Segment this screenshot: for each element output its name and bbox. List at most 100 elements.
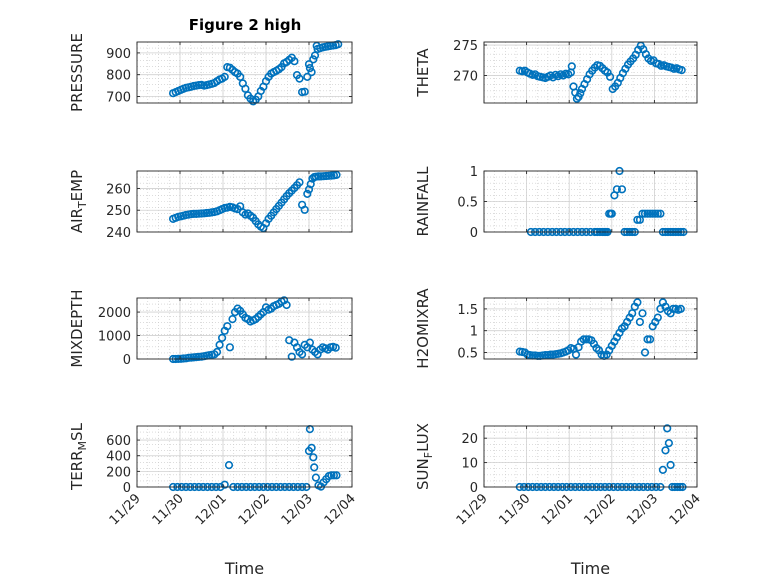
data-point: [582, 335, 591, 344]
y-tick-label: 0.5: [457, 346, 478, 361]
y-tick-label: 260: [106, 182, 131, 197]
subplot-pressure: 700 800 900 PRESSURE: [68, 33, 353, 112]
subplot-air-temp: 240 250 260 AIRTEMP: [68, 170, 353, 241]
x-tick-label: 12/02: [582, 491, 619, 528]
data-point: [331, 343, 340, 352]
data-point: [212, 347, 222, 357]
data-point: [309, 55, 318, 64]
data-point: [658, 465, 668, 475]
data-point: [643, 209, 652, 218]
data-point: [303, 72, 312, 81]
data-point: [668, 304, 678, 314]
subplot-sun-flux: 0 10 20 11/29 11/30 12/01 12/02 12/03 12/04 SUNFL…: [414, 423, 704, 578]
data-point: [571, 350, 581, 359]
subplot-mixdepth: 0 1000 2000 MIXDEPTH: [68, 289, 353, 368]
data-point: [541, 351, 550, 360]
axes-frame: [136, 425, 353, 488]
y-axis-label: TERRMSL: [68, 422, 89, 491]
data-point: [300, 205, 309, 214]
data-point: [643, 335, 652, 344]
data-point: [310, 51, 320, 60]
data-point: [612, 185, 622, 194]
y-tick-label: 900: [106, 47, 131, 62]
data-point: [661, 446, 670, 455]
data-point: [225, 343, 234, 352]
y-axis-label: H2OMIXRA: [414, 288, 432, 369]
data-point: [220, 480, 229, 489]
y-tick-label: 10: [461, 457, 478, 472]
figure-title: Figure 2 high: [189, 16, 302, 34]
y-tick-label: 400: [106, 450, 131, 465]
data-point: [220, 72, 229, 81]
x-tick-label: 12/03: [624, 491, 661, 528]
subplot-h2omixra: 0.5 1 1.5 H2OMIXRA: [414, 288, 698, 369]
data-point: [633, 215, 642, 224]
x-tick-label: 12/01: [193, 491, 230, 528]
data-point: [310, 463, 319, 472]
data-point: [640, 348, 650, 357]
data-point: [648, 209, 657, 218]
x-axis-label: Time: [570, 559, 610, 578]
subplot-rainfall: 0 0.5 1 RAINFALL: [414, 165, 698, 241]
x-tick-label: 11/30: [150, 491, 187, 528]
y-tick-label: 800: [106, 69, 131, 84]
x-tick-label: 11/29: [107, 491, 144, 528]
y-tick-label: 1: [470, 325, 478, 340]
y-axis-label: RAINFALL: [414, 166, 432, 237]
data-point: [664, 439, 674, 448]
y-tick-label: 1.5: [457, 303, 478, 318]
y-tick-label: 240: [106, 226, 131, 241]
axes-frame: [483, 425, 698, 488]
data-point: [303, 189, 312, 198]
data-point: [300, 87, 309, 96]
data-point: [635, 317, 645, 327]
y-tick-label: 200: [106, 465, 131, 480]
data-point: [663, 424, 672, 433]
data-point: [298, 350, 307, 359]
data-point: [224, 461, 234, 470]
x-tick-label: 11/29: [454, 491, 491, 528]
data-point: [651, 209, 660, 218]
y-axis-label: AIRTEMP: [68, 170, 89, 233]
data-point: [677, 65, 686, 75]
data-point: [282, 300, 291, 310]
y-tick-label: 275: [453, 39, 478, 54]
y-tick-label: 250: [106, 204, 131, 219]
data-point: [295, 178, 304, 187]
subplot-theta: 270 275 THETA: [414, 39, 698, 104]
data-point: [309, 453, 318, 462]
data-point: [628, 309, 637, 318]
data-point: [329, 471, 339, 480]
data-point: [305, 338, 315, 347]
data-point: [305, 63, 315, 73]
data-point: [567, 62, 576, 71]
data-point: [228, 315, 237, 324]
data-point: [334, 40, 343, 49]
y-tick-label: 0: [470, 226, 478, 241]
y-tick-label: 1: [470, 165, 478, 180]
x-tick-label: 12/04: [667, 491, 704, 528]
axes-frame: [483, 297, 698, 360]
x-tick-label: 12/04: [322, 491, 359, 528]
y-tick-label: 0: [470, 481, 478, 496]
data-point: [546, 350, 555, 359]
data-point: [189, 209, 198, 218]
data-point: [579, 335, 588, 344]
data-point: [676, 304, 685, 314]
data-point: [633, 298, 642, 307]
data-point: [215, 340, 224, 350]
y-tick-label: 20: [461, 432, 478, 447]
data-point: [638, 309, 647, 318]
y-tick-label: 0: [123, 481, 131, 496]
y-tick-label: 600: [106, 434, 131, 449]
data-point: [656, 209, 665, 218]
data-point: [295, 74, 304, 83]
data-point: [332, 471, 341, 480]
data-point: [605, 72, 615, 81]
data-point: [607, 209, 616, 218]
x-axis-label: Time: [224, 559, 264, 578]
y-axis-label: MIXDEPTH: [68, 289, 86, 367]
x-tick-label: 12/01: [539, 491, 576, 528]
